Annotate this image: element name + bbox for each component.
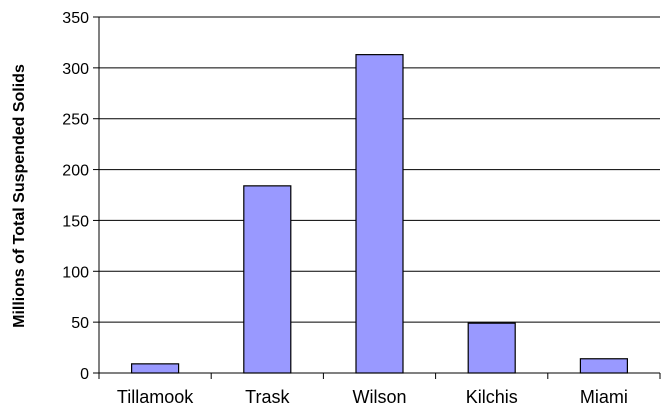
bar-tillamook <box>131 363 180 374</box>
y-tick-label: 100 <box>62 264 89 281</box>
y-tick-label: 200 <box>62 163 89 180</box>
bars <box>131 54 629 374</box>
x-category-label: Trask <box>245 387 290 407</box>
y-tick-labels: 0 50 100 150 200 250 300 350 <box>62 10 89 383</box>
x-category-label: Wilson <box>352 387 406 407</box>
axes <box>93 16 661 379</box>
x-category-label: Miami <box>580 387 628 407</box>
x-category-label: Tillamook <box>117 387 194 407</box>
bar-wilson <box>355 54 404 374</box>
y-tick-label: 150 <box>62 213 89 230</box>
y-tick-label: 350 <box>62 10 89 27</box>
y-tick-label: 50 <box>71 315 89 332</box>
y-tick-label: 0 <box>80 366 89 383</box>
y-tick-label: 300 <box>62 61 89 78</box>
bar-trask <box>243 185 292 374</box>
x-category-labels: Tillamook Trask Wilson Kilchis Miami <box>117 387 628 407</box>
y-axis-title: Millions of Total Suspended Solids <box>11 64 28 328</box>
y-tick-label: 250 <box>62 112 89 129</box>
x-category-label: Kilchis <box>466 387 518 407</box>
bar-miami <box>579 358 629 374</box>
bar-kilchis <box>467 322 516 374</box>
